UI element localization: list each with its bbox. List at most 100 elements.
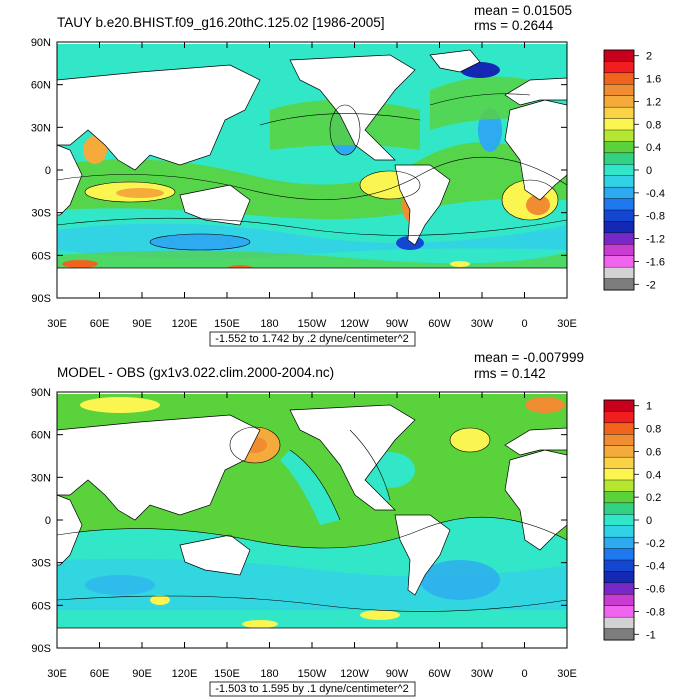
colorbar-swatch	[603, 164, 635, 177]
colorbar-label: 2	[646, 51, 652, 63]
panel-title: TAUY b.e20.BHIST.f09_g16.20thC.125.02 [1…	[57, 15, 384, 30]
colorbar-swatch	[603, 548, 635, 561]
colorbar-label: 1	[646, 401, 652, 413]
colorbar-label: -0.8	[646, 211, 665, 223]
colorbar-label: -2	[646, 279, 656, 291]
range-label-box	[209, 681, 416, 697]
lat-label: 60N	[31, 430, 51, 442]
colorbar-label: 0.8	[646, 119, 661, 131]
colorbar-swatch	[603, 278, 635, 291]
colorbar-swatch	[603, 118, 635, 131]
mean-label: mean = 0.01505	[474, 3, 572, 18]
colorbar-top: 2 1.6 1.2 0.8 0.4 0 -0.4 -0.8 -1.2 -1.6 -2	[603, 49, 665, 291]
lon-label: 150W	[298, 668, 327, 680]
colorbar-swatch	[603, 244, 635, 257]
colorbar-swatch	[603, 411, 635, 424]
lon-label: 60W	[428, 668, 451, 680]
colorbar-swatch	[603, 479, 635, 492]
lat-label: 60N	[31, 80, 51, 92]
colorbar-label: -0.2	[646, 538, 665, 550]
colorbar-swatch	[603, 445, 635, 458]
map-area	[56, 391, 568, 649]
colorbar-label: 1.2	[646, 96, 661, 108]
land-masses	[56, 49, 568, 299]
lat-label: 60S	[31, 600, 51, 612]
colorbar-swatch	[603, 141, 635, 154]
range-label-box	[209, 331, 416, 347]
colorbar-swatch	[603, 468, 635, 481]
lon-label: 150E	[214, 668, 240, 680]
colorbar-label: 0.2	[646, 492, 661, 504]
colorbar-swatch	[603, 106, 635, 120]
lat-label: 90S	[31, 293, 51, 305]
lon-label: 120W	[340, 668, 369, 680]
colorbar-label: -0.6	[646, 584, 665, 596]
colorbar-swatch	[603, 525, 635, 538]
lon-label: 180	[260, 668, 278, 680]
lat-label: 90N	[31, 37, 51, 49]
colorbar-swatch	[603, 129, 635, 142]
colorbar-label: 1.6	[646, 74, 661, 86]
colorbar-swatch	[603, 422, 635, 435]
lon-label: 150W	[298, 318, 327, 330]
lon-label: 90E	[132, 668, 152, 680]
colorbar-swatch	[603, 198, 635, 211]
lon-label: 30E	[557, 318, 577, 330]
lon-label: 0	[521, 668, 527, 680]
contour-lines	[56, 426, 568, 612]
colorbar-swatch	[603, 152, 635, 165]
lon-label: 120E	[172, 668, 198, 680]
colorbar-swatch	[603, 536, 635, 550]
lat-label: 0	[45, 165, 51, 177]
colorbar-label: 0	[646, 165, 652, 177]
lat-label: 0	[45, 515, 51, 527]
lon-label: 30E	[557, 668, 577, 680]
colorbar-swatch	[603, 594, 635, 607]
colorbar-bottom: 1 0.8 0.6 0.4 0.2 0 -0.2 -0.4 -0.6 -0.8 -1	[603, 399, 665, 641]
colorbar-label: 0.6	[646, 446, 661, 458]
colorbar-label: -1.6	[646, 256, 665, 268]
lon-label: 120E	[172, 318, 198, 330]
lon-label: 0	[521, 318, 527, 330]
colorbar-label: -0.4	[646, 188, 665, 200]
panel-title: MODEL - OBS (gx1v3.022.clim.2000-2004.nc…	[57, 365, 334, 380]
colorbar-label: 0.4	[646, 469, 661, 481]
range-label: -1.503 to 1.595 by .1 dyne/centimeter^2	[215, 683, 409, 695]
lon-label: 30E	[47, 318, 67, 330]
colorbar-swatch	[603, 72, 635, 85]
map-area	[56, 41, 568, 299]
lat-label: 30S	[31, 558, 51, 570]
lon-label: 90E	[132, 318, 152, 330]
lon-label: 60E	[90, 318, 110, 330]
colorbar-label: -0.4	[646, 561, 665, 573]
colorbar-swatch	[603, 95, 635, 108]
lat-label: 60S	[31, 250, 51, 262]
colorbar-swatch	[603, 616, 635, 630]
colorbar-swatch	[603, 491, 635, 504]
panel-top: TAUY b.e20.BHIST.f09_g16.20thC.125.02 [1…	[31, 3, 665, 347]
colorbar-label: 0	[646, 515, 652, 527]
lat-label: 90S	[31, 643, 51, 655]
lat-label: 30N	[31, 472, 51, 484]
lon-label: 30W	[471, 318, 494, 330]
colorbar-swatch	[603, 559, 635, 572]
colorbar-label: -0.8	[646, 606, 665, 618]
colorbar-swatch	[603, 399, 635, 412]
lon-label: 30W	[471, 668, 494, 680]
contour-lines	[56, 93, 568, 251]
rms-label: rms = 0.142	[474, 366, 546, 381]
range-label: -1.552 to 1.742 by .2 dyne/centimeter^2	[215, 333, 409, 345]
lon-label: 90W	[386, 668, 409, 680]
colorbar-swatch	[603, 221, 635, 234]
colorbar-swatch	[603, 49, 635, 62]
colorbar-swatch	[603, 255, 635, 268]
colorbar-swatch	[603, 84, 635, 97]
colorbar-swatch	[603, 175, 635, 188]
lon-label: 120W	[340, 318, 369, 330]
colorbar-swatch	[603, 61, 635, 74]
colorbar-label: -1.2	[646, 234, 665, 246]
colorbar-swatch	[603, 209, 635, 222]
mean-label: mean = -0.007999	[474, 350, 584, 365]
colorbar-label: -1	[646, 629, 656, 641]
lon-label: 180	[260, 318, 278, 330]
